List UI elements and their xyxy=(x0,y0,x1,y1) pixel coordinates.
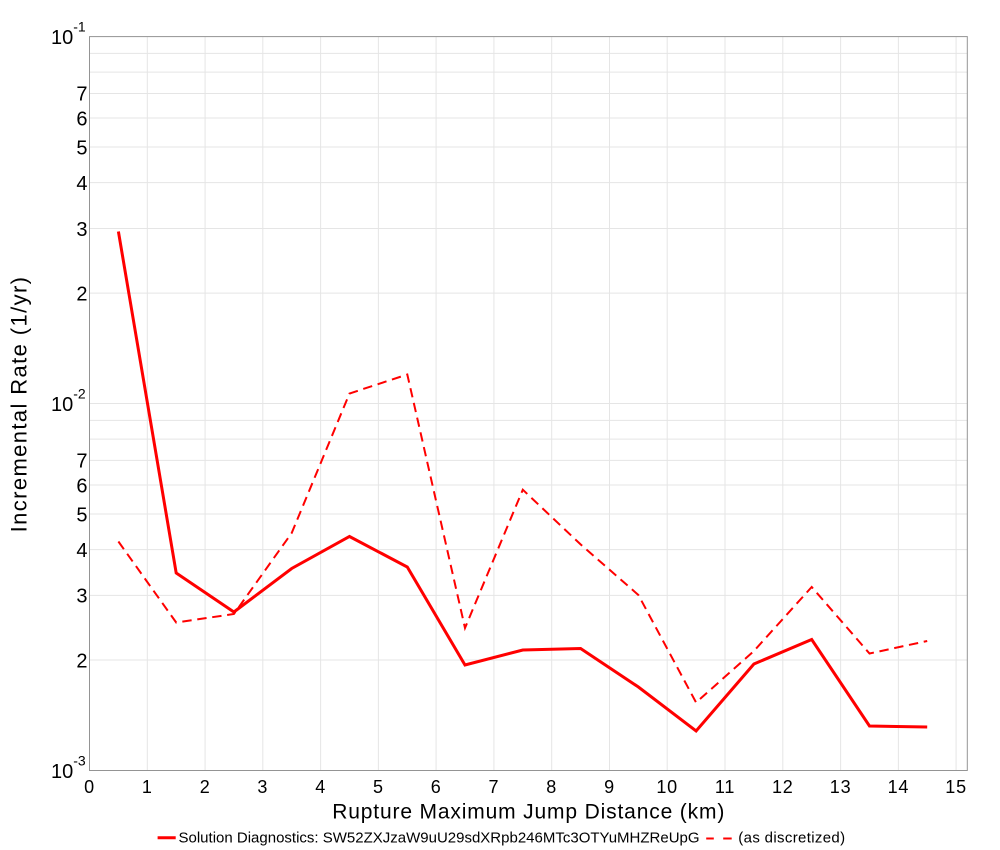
svg-text:14: 14 xyxy=(888,777,910,797)
svg-text:7: 7 xyxy=(488,777,499,797)
svg-text:(as discretized): (as discretized) xyxy=(738,830,845,847)
svg-text:2: 2 xyxy=(76,283,87,305)
svg-text:Rupture Maximum Jump Distance: Rupture Maximum Jump Distance (km) xyxy=(332,801,725,824)
svg-text:12: 12 xyxy=(772,777,794,797)
svg-text:4: 4 xyxy=(76,173,87,195)
svg-text:3: 3 xyxy=(76,219,87,241)
svg-text:2: 2 xyxy=(76,650,87,672)
svg-text:7: 7 xyxy=(76,84,87,106)
svg-text:8: 8 xyxy=(546,777,557,797)
svg-text:15: 15 xyxy=(945,777,967,797)
svg-text:10: 10 xyxy=(656,777,678,797)
svg-text:3: 3 xyxy=(76,586,87,608)
svg-text:1: 1 xyxy=(142,777,153,797)
svg-text:6: 6 xyxy=(431,777,442,797)
svg-text:9: 9 xyxy=(604,777,615,797)
svg-text:11: 11 xyxy=(715,777,735,797)
svg-text:Solution Diagnostics: SW52ZXJz: Solution Diagnostics: SW52ZXJzaW9uU29sdX… xyxy=(179,830,700,847)
svg-text:Incremental Rate (1/yr): Incremental Rate (1/yr) xyxy=(6,276,31,533)
svg-text:6: 6 xyxy=(76,475,87,497)
svg-text:0: 0 xyxy=(84,777,95,797)
svg-text:2: 2 xyxy=(200,777,211,797)
svg-text:5: 5 xyxy=(373,777,384,797)
svg-text:6: 6 xyxy=(76,108,87,130)
svg-text:4: 4 xyxy=(315,777,326,797)
svg-text:3: 3 xyxy=(257,777,268,797)
svg-text:5: 5 xyxy=(76,504,87,526)
svg-text:7: 7 xyxy=(76,451,87,473)
svg-text:5: 5 xyxy=(76,137,87,159)
svg-text:4: 4 xyxy=(76,540,87,562)
svg-text:13: 13 xyxy=(830,777,852,797)
